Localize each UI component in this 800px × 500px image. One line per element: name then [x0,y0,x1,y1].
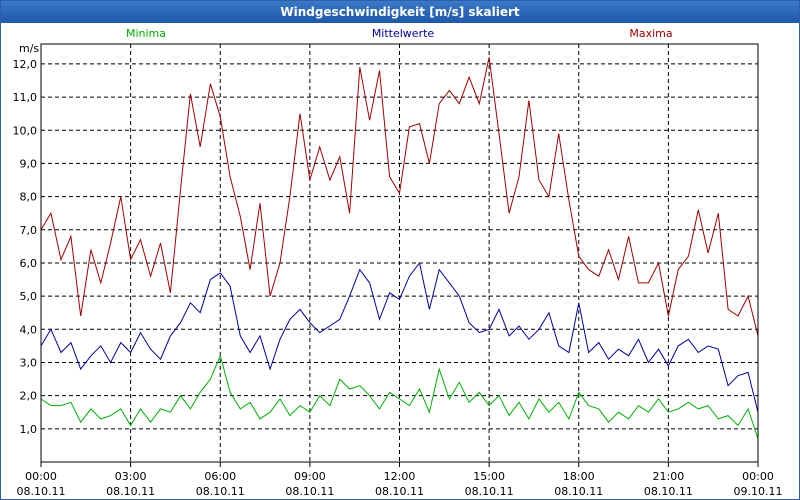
series-lines [40,57,759,439]
x-tick-time: 18:00 [563,470,595,483]
y-tick-label: 6,0 [20,257,38,270]
y-tick-label: 2,0 [20,390,38,403]
y-tick-label: 1,0 [20,423,38,436]
series-line-minima [40,354,759,439]
legend-entry-minima: Minima [126,27,166,40]
y-tick-label: 5,0 [20,290,38,303]
x-tick-date: 09.10.11 [734,485,783,498]
x-tick-time: 06:00 [204,470,236,483]
x-tick-time: 15:00 [473,470,505,483]
y-axis-label: m/s [19,42,39,55]
x-tick-date: 08.10.11 [106,485,155,498]
x-tick-date: 08.10.11 [644,485,693,498]
y-axis-ticks: 1,0 2,0 3,0 4,0 5,0 6,0 7,0 8,0 9,0 10,0 11,0 12,0 [13,58,38,436]
y-tick-label: 9,0 [20,157,38,170]
plot-area [40,43,759,463]
y-tick-label: 7,0 [20,224,38,237]
y-tick-label: 10,0 [13,124,38,137]
x-tick-date: 08.10.11 [375,485,424,498]
x-tick-time: 12:00 [384,470,416,483]
x-tick-time: 21:00 [653,470,685,483]
legend-entry-mittelwerte: Mittelwerte [372,27,435,40]
x-tick-date: 08.10.11 [17,485,66,498]
y-tick-label: 12,0 [13,58,38,71]
x-tick-time: 00:00 [742,470,774,483]
x-tick-time: 03:00 [115,470,147,483]
legend: Minima Mittelwerte Maxima [126,27,673,40]
legend-entry-maxima: Maxima [629,27,672,40]
line-chart: Minima Mittelwerte Maxima m/s 1,0 2,0 3,0 4,0… [13,27,783,498]
y-tick-label: 3,0 [20,356,38,369]
window-title: Windgeschwindigkeit [m/s] skaliert [1,1,799,23]
grid [41,44,758,462]
x-tick-time: 09:00 [294,470,326,483]
y-tick-label: 11,0 [13,91,38,104]
series-line-mittelwerte [40,261,759,413]
x-tick-time: 00:00 [25,470,57,483]
series-line-maxima [40,57,759,337]
x-tick-date: 08.10.11 [465,485,514,498]
y-tick-label: 8,0 [20,191,38,204]
x-tick-date: 08.10.11 [285,485,334,498]
x-tick-date: 08.10.11 [196,485,245,498]
x-axis-ticks: 00:00 08.10.11 03:00 08.10.11 06:00 08.10.11 0… [17,462,783,498]
x-tick-date: 08.10.11 [554,485,603,498]
y-tick-label: 4,0 [20,323,38,336]
